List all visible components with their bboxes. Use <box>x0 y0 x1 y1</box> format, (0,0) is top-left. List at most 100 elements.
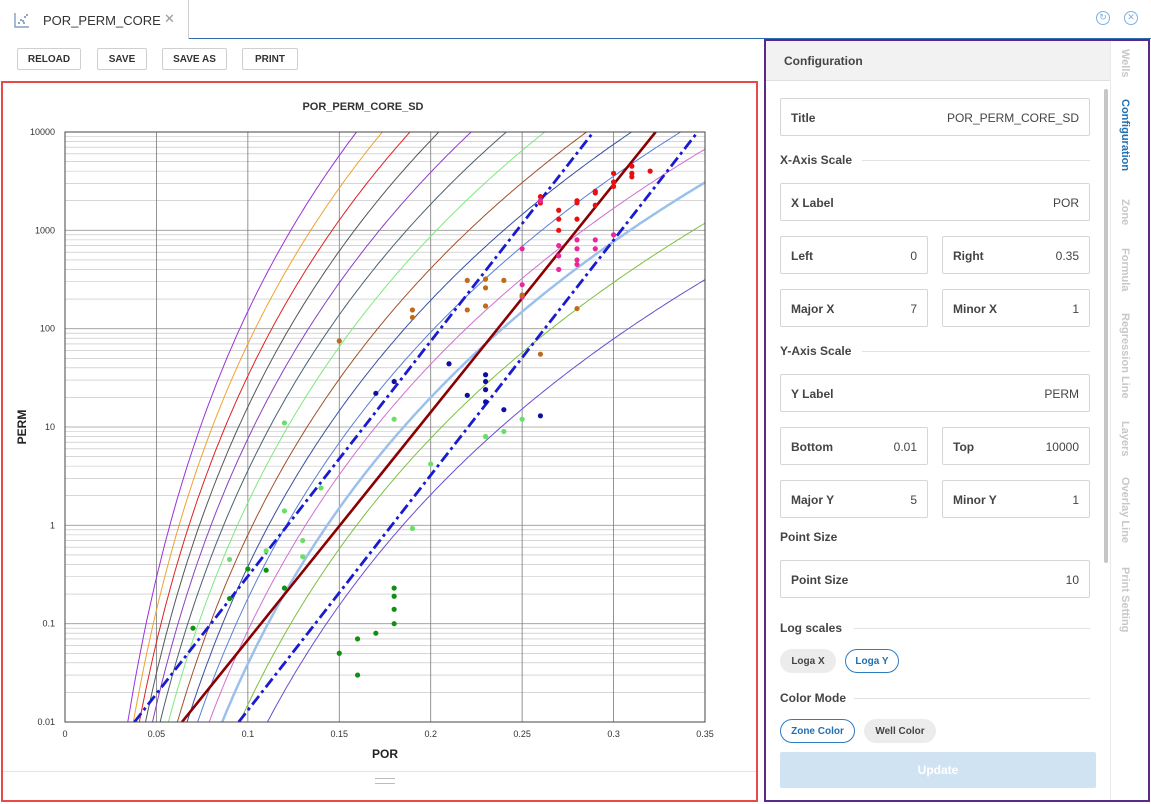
y-axis-section: Y-Axis Scale <box>780 344 852 358</box>
data-point <box>409 307 416 313</box>
reload-button[interactable]: RELOAD <box>17 48 81 70</box>
data-points <box>190 163 653 678</box>
bottom-field[interactable]: Bottom 0.01 <box>780 427 928 465</box>
well-color-toggle[interactable]: Well Color <box>864 719 936 743</box>
data-point <box>446 361 452 367</box>
data-point <box>391 606 397 612</box>
close-window-icon[interactable]: ✕ <box>1124 11 1138 25</box>
configuration-title: Configuration <box>784 54 863 68</box>
side-tab-zone[interactable]: Zone <box>1119 199 1131 226</box>
x-tick-label: 0.15 <box>331 729 349 739</box>
side-tab-formula[interactable]: Formula <box>1119 248 1131 292</box>
data-point <box>519 282 525 288</box>
top-field[interactable]: Top 10000 <box>942 427 1090 465</box>
data-point <box>409 314 416 321</box>
major-x-value: 7 <box>910 302 917 316</box>
left-field[interactable]: Left 0 <box>780 236 928 274</box>
y-tick-label: 10 <box>45 422 55 432</box>
overlay-curve <box>132 132 384 722</box>
close-icon[interactable]: ✕ <box>164 11 175 26</box>
data-point <box>391 621 397 627</box>
side-tab-overlay-line[interactable]: Overlay Line <box>1119 477 1131 544</box>
y-label-field[interactable]: Y Label PERM <box>780 374 1090 412</box>
right-value: 0.35 <box>1055 249 1079 263</box>
data-point <box>574 198 580 204</box>
data-point <box>592 246 598 252</box>
configuration-panel: Configuration Title POR_PERM_CORE_SD X-A… <box>764 39 1150 802</box>
x-tick-label: 0.2 <box>424 729 437 739</box>
overlay-curve <box>208 148 705 722</box>
color-mode-section: Color Mode <box>780 691 846 705</box>
section-divider <box>854 628 1090 629</box>
y-tick-label: 0.01 <box>37 717 55 727</box>
data-point <box>537 198 544 204</box>
print-button[interactable]: PRINT <box>242 48 298 70</box>
data-point <box>574 305 580 312</box>
y-tick-label: 1 <box>50 520 55 530</box>
x-tick-label: 0.05 <box>148 729 166 739</box>
data-point <box>501 407 507 413</box>
major-x-field[interactable]: Major X 7 <box>780 289 928 327</box>
x-axis-label: POR <box>372 747 398 761</box>
x-tick-label: 0.25 <box>513 729 531 739</box>
data-point <box>610 179 617 185</box>
regression-line <box>181 132 657 722</box>
loga-y-toggle[interactable]: Loga Y <box>845 649 899 673</box>
side-tab-print-setting[interactable]: Print Setting <box>1119 567 1131 633</box>
top-label: Top <box>953 440 975 454</box>
side-tabs: Wells Configuration Zone Formula Regress… <box>1110 41 1148 800</box>
scrollbar[interactable] <box>1104 89 1108 563</box>
title-label: Title <box>791 111 816 125</box>
section-divider <box>862 351 1090 352</box>
x-label-field[interactable]: X Label POR <box>780 183 1090 221</box>
data-point <box>610 232 617 238</box>
data-point <box>519 292 525 298</box>
bottom-label: Bottom <box>791 440 833 454</box>
update-button[interactable]: Update <box>780 752 1096 788</box>
right-field[interactable]: Right 0.35 <box>942 236 1090 274</box>
grid-layer <box>64 131 706 723</box>
major-y-field[interactable]: Major Y 5 <box>780 480 928 518</box>
side-tab-layers[interactable]: Layers <box>1119 421 1131 457</box>
y-tick-label: 10000 <box>30 127 55 137</box>
side-tab-regression-line[interactable]: Regression Line <box>1119 313 1131 399</box>
overlay-curve <box>127 132 358 722</box>
data-point <box>281 508 288 514</box>
point-size-field[interactable]: Point Size 10 <box>780 560 1090 598</box>
data-point <box>556 266 562 273</box>
point-size-label: Point Size <box>791 573 849 587</box>
data-point <box>281 585 288 591</box>
overlay-curve <box>220 181 705 722</box>
right-label: Right <box>953 249 984 263</box>
side-tab-wells[interactable]: Wells <box>1119 49 1131 78</box>
plot-frame <box>64 131 706 723</box>
save-button[interactable]: SAVE <box>97 48 147 70</box>
title-field[interactable]: Title POR_PERM_CORE_SD <box>780 98 1090 136</box>
side-tab-configuration[interactable]: Configuration <box>1119 99 1131 172</box>
resize-grip-icon[interactable] <box>375 778 395 784</box>
data-point <box>336 650 342 656</box>
minor-x-field[interactable]: Minor X 1 <box>942 289 1090 327</box>
data-point <box>574 261 580 268</box>
minor-y-field[interactable]: Minor Y 1 <box>942 480 1090 518</box>
x-axis-section: X-Axis Scale <box>780 153 853 167</box>
refresh-icon[interactable]: ↻ <box>1096 11 1110 25</box>
y-axis-label: PERM <box>15 410 29 445</box>
data-point <box>464 307 470 313</box>
major-y-label: Major Y <box>791 493 835 507</box>
tab-por-perm-core[interactable]: POR_PERM_CORE ✕ <box>0 0 189 39</box>
data-point <box>226 556 233 563</box>
save-as-button[interactable]: SAVE AS <box>162 48 227 70</box>
major-y-value: 5 <box>910 493 917 507</box>
data-point <box>391 593 397 599</box>
zone-color-toggle[interactable]: Zone Color <box>780 719 855 743</box>
scatter-plot[interactable]: 0 0.05 0.1 0.15 0.2 0.25 0.3 0.35 0.01 0.1 1 10 100 1… <box>3 83 756 773</box>
y-tick-label: 0.1 <box>42 619 55 629</box>
data-point <box>263 567 269 573</box>
confidence-line <box>133 132 595 722</box>
title-value: POR_PERM_CORE_SD <box>946 111 1079 125</box>
data-point <box>482 399 489 405</box>
data-point <box>373 630 379 636</box>
data-point <box>318 485 324 491</box>
loga-x-toggle[interactable]: Loga X <box>780 649 836 673</box>
